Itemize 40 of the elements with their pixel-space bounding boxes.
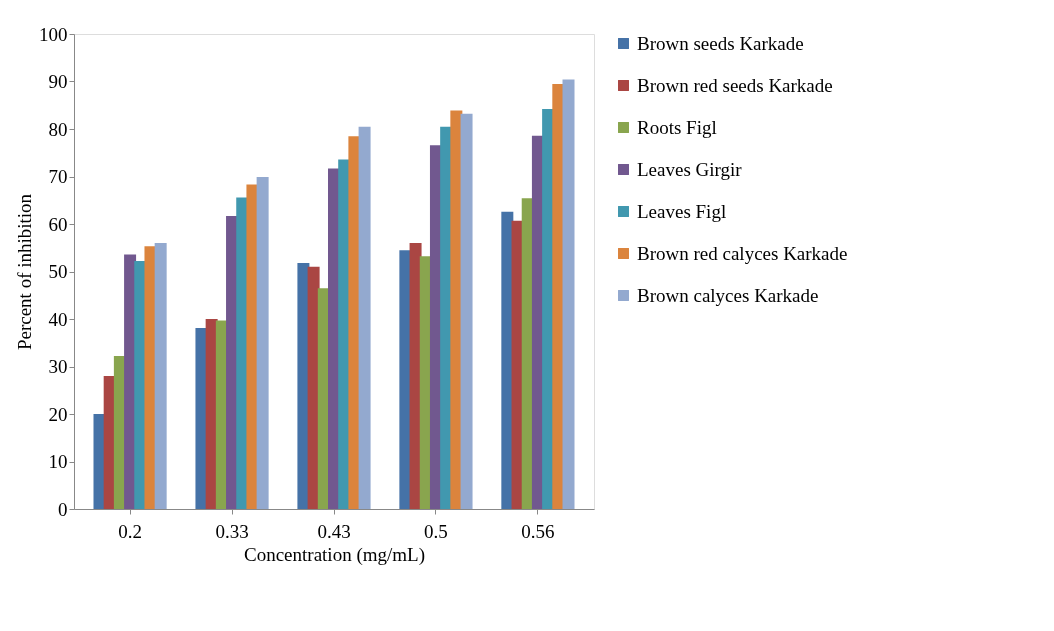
legend-label: Leaves Girgir (637, 158, 743, 180)
x-tick-label: 0.33 (215, 520, 249, 542)
y-tick-label: 90 (48, 71, 68, 92)
bar (93, 414, 106, 509)
bar (297, 262, 310, 509)
x-tick-label: 0.43 (317, 520, 351, 542)
y-tick-label: 0 (58, 498, 68, 520)
x-tick-label: 0.56 (521, 520, 555, 542)
y-tick-label: 60 (48, 213, 68, 235)
legend-label: Roots Figl (637, 116, 717, 138)
legend-label: Leaves Figl (637, 200, 727, 222)
bar (144, 246, 157, 509)
x-tick-label: 0.2 (118, 520, 142, 542)
bar (399, 250, 412, 509)
legend-label: Brown seeds Karkade (637, 32, 804, 54)
y-tick-label: 70 (48, 166, 68, 187)
x-tick-label: 0.5 (424, 520, 448, 542)
bar (195, 328, 208, 509)
y-tick-label: 100 (39, 23, 68, 45)
y-tick-label: 50 (48, 261, 68, 282)
bar (154, 243, 167, 509)
bar (460, 113, 473, 509)
y-tick-label: 30 (48, 356, 68, 377)
y-tick-label: 10 (48, 451, 68, 472)
bar (552, 83, 565, 509)
bar (348, 136, 361, 509)
y-tick-label: 80 (48, 118, 68, 140)
bar (501, 211, 514, 509)
y-tick-label: 40 (48, 308, 68, 330)
y-tick-label: 20 (48, 403, 68, 425)
legend-label: Brown red seeds Karkade (637, 74, 833, 96)
x-axis-title: Concentration (mg/mL) (244, 543, 425, 566)
bar (246, 184, 259, 509)
legend-label: Brown calyces Karkade (637, 284, 819, 306)
bar (256, 176, 269, 509)
legend-label: Brown red calyces Karkade (637, 242, 848, 264)
bar (450, 110, 463, 509)
y-axis-title: Percent of inhibition (14, 193, 35, 351)
bar (562, 79, 575, 509)
bar (358, 126, 371, 509)
